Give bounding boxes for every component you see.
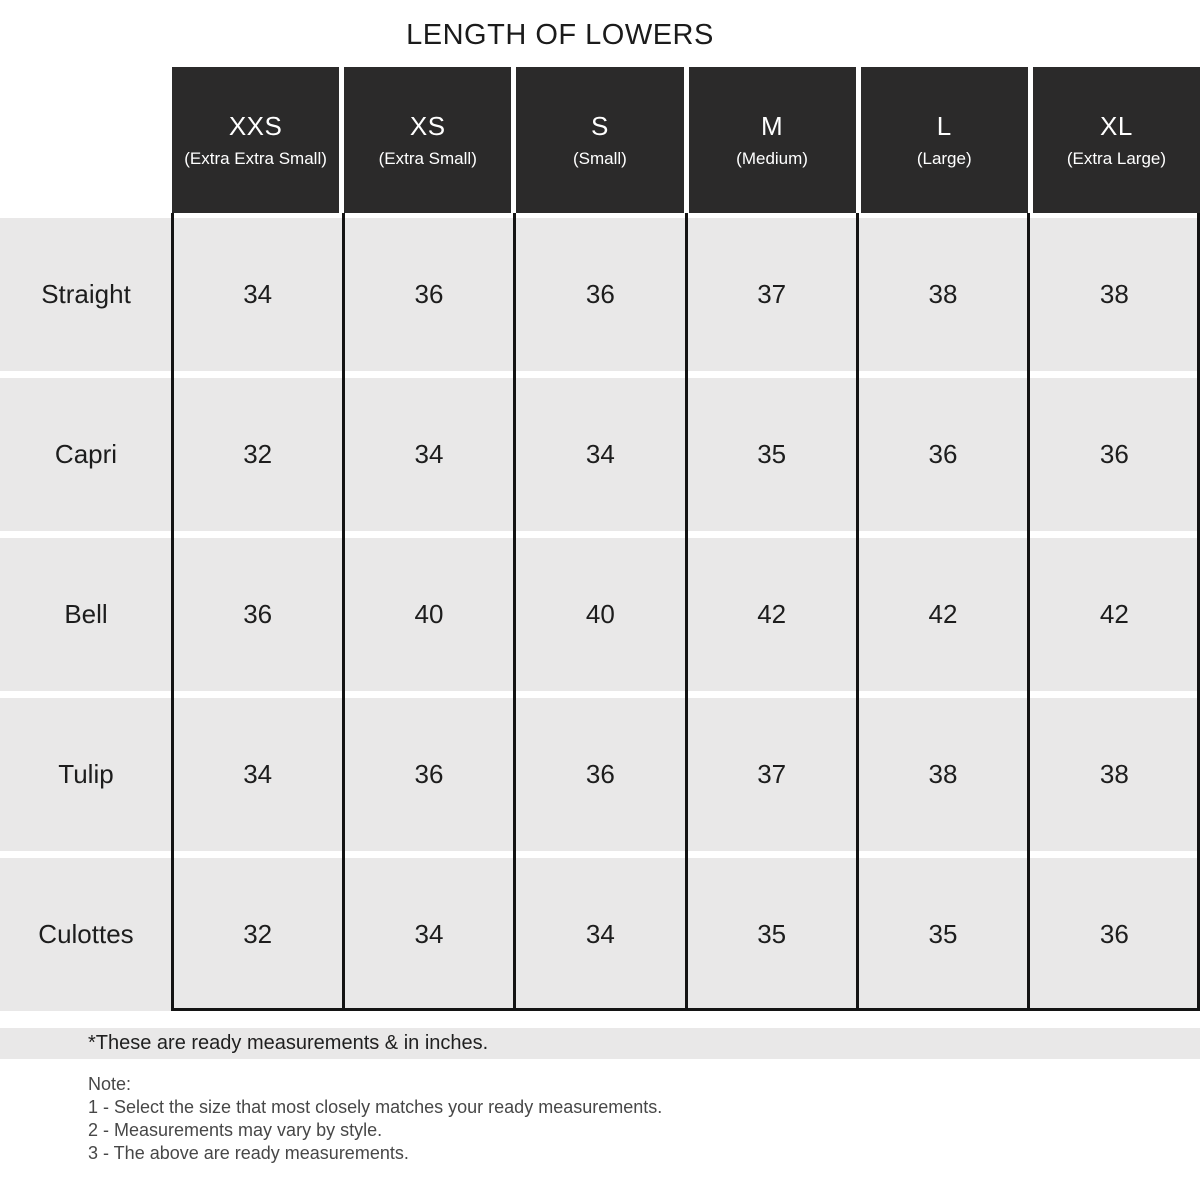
size-value-cell: 35 <box>685 378 858 531</box>
row-label: Capri <box>0 378 172 531</box>
size-value-cell: 36 <box>172 538 344 691</box>
size-value-cell: 32 <box>172 378 344 531</box>
table-row-culottes: Culottes 32 34 34 35 35 36 <box>0 858 1200 1011</box>
size-code: S <box>590 111 609 141</box>
size-value-cell: 34 <box>514 858 686 1011</box>
size-value-cell: 36 <box>857 378 1029 531</box>
table-bottom-rule <box>170 1008 1200 1011</box>
size-value-cell: 38 <box>857 218 1029 371</box>
page-title: LENGTH OF LOWERS <box>406 19 714 51</box>
column-header-s: S (Small) <box>516 67 684 213</box>
table-header-row: XXS (Extra Extra Small) XS (Extra Small)… <box>0 67 1200 213</box>
size-value-cell: 34 <box>514 378 686 531</box>
size-value-cell: 34 <box>172 218 344 371</box>
row-label: Tulip <box>0 698 172 851</box>
notes-block: Note: 1 - Select the size that most clos… <box>88 1073 662 1165</box>
size-value-cell: 35 <box>685 858 858 1011</box>
row-label: Straight <box>0 218 172 371</box>
note-item: 1 - Select the size that most closely ma… <box>88 1097 663 1117</box>
column-rule <box>341 213 345 1011</box>
size-value-cell: 34 <box>343 858 515 1011</box>
size-value-cell: 42 <box>857 538 1029 691</box>
size-code: M <box>760 111 784 141</box>
size-value-cell: 37 <box>685 698 858 851</box>
column-rule <box>1027 213 1031 1011</box>
size-value-cell: 36 <box>343 218 515 371</box>
size-value-cell: 36 <box>343 698 515 851</box>
note-item: 2 - Measurements may vary by style. <box>88 1120 383 1140</box>
column-rule <box>684 213 688 1011</box>
size-value-cell: 32 <box>172 858 344 1011</box>
size-value-cell: 42 <box>685 538 858 691</box>
notes-heading: Note: <box>88 1074 132 1094</box>
size-full-name: (Small) <box>572 149 627 168</box>
size-value-cell: 34 <box>172 698 344 851</box>
size-full-name: (Extra Large) <box>1066 149 1167 168</box>
size-code: XS <box>409 111 446 141</box>
size-value-cell: 37 <box>685 218 858 371</box>
table-body: Straight 34 36 36 37 38 38 Capri 32 34 3… <box>0 213 1200 1011</box>
size-full-name: (Large) <box>916 149 972 168</box>
column-rule <box>513 213 517 1011</box>
size-value-cell: 36 <box>1028 378 1200 531</box>
size-value-cell: 35 <box>857 858 1029 1011</box>
table-row-tulip: Tulip 34 36 36 37 38 38 <box>0 698 1200 851</box>
row-label: Bell <box>0 538 172 691</box>
size-code: L <box>936 111 952 141</box>
footnote-strip: *These are ready measurements & in inche… <box>0 1028 1200 1059</box>
column-header-xl: XL (Extra Large) <box>1032 67 1200 213</box>
size-table: XXS (Extra Extra Small) XS (Extra Small)… <box>0 67 1200 1011</box>
size-full-name: (Extra Small) <box>378 149 477 168</box>
size-full-name: (Medium) <box>736 149 808 168</box>
size-value-cell: 40 <box>343 538 515 691</box>
column-rule <box>855 213 859 1011</box>
size-value-cell: 38 <box>1028 218 1200 371</box>
size-code: XL <box>1100 111 1133 141</box>
table-row-capri: Capri 32 34 34 35 36 36 <box>0 378 1200 531</box>
header-spacer <box>0 67 167 213</box>
column-header-m: M (Medium) <box>688 67 856 213</box>
size-value-cell: 42 <box>1028 538 1200 691</box>
size-value-cell: 36 <box>514 698 686 851</box>
table-row-bell: Bell 36 40 40 42 42 42 <box>0 538 1200 691</box>
size-value-cell: 40 <box>514 538 686 691</box>
footnote-text: *These are ready measurements & in inche… <box>88 1032 489 1054</box>
column-header-xxs: XXS (Extra Extra Small) <box>172 67 340 213</box>
column-rule <box>1197 213 1200 1011</box>
size-value-cell: 38 <box>857 698 1029 851</box>
size-code: XXS <box>228 111 283 141</box>
column-rule <box>170 213 174 1011</box>
size-value-cell: 34 <box>343 378 515 531</box>
size-value-cell: 36 <box>514 218 686 371</box>
size-value-cell: 36 <box>1028 858 1200 1011</box>
column-header-xs: XS (Extra Small) <box>344 67 512 213</box>
note-item: 3 - The above are ready measurements. <box>88 1143 409 1163</box>
size-value-cell: 38 <box>1028 698 1200 851</box>
table-row-straight: Straight 34 36 36 37 38 38 <box>0 218 1200 371</box>
column-header-l: L (Large) <box>860 67 1028 213</box>
size-full-name: (Extra Extra Small) <box>184 149 327 168</box>
row-label: Culottes <box>0 858 172 1011</box>
